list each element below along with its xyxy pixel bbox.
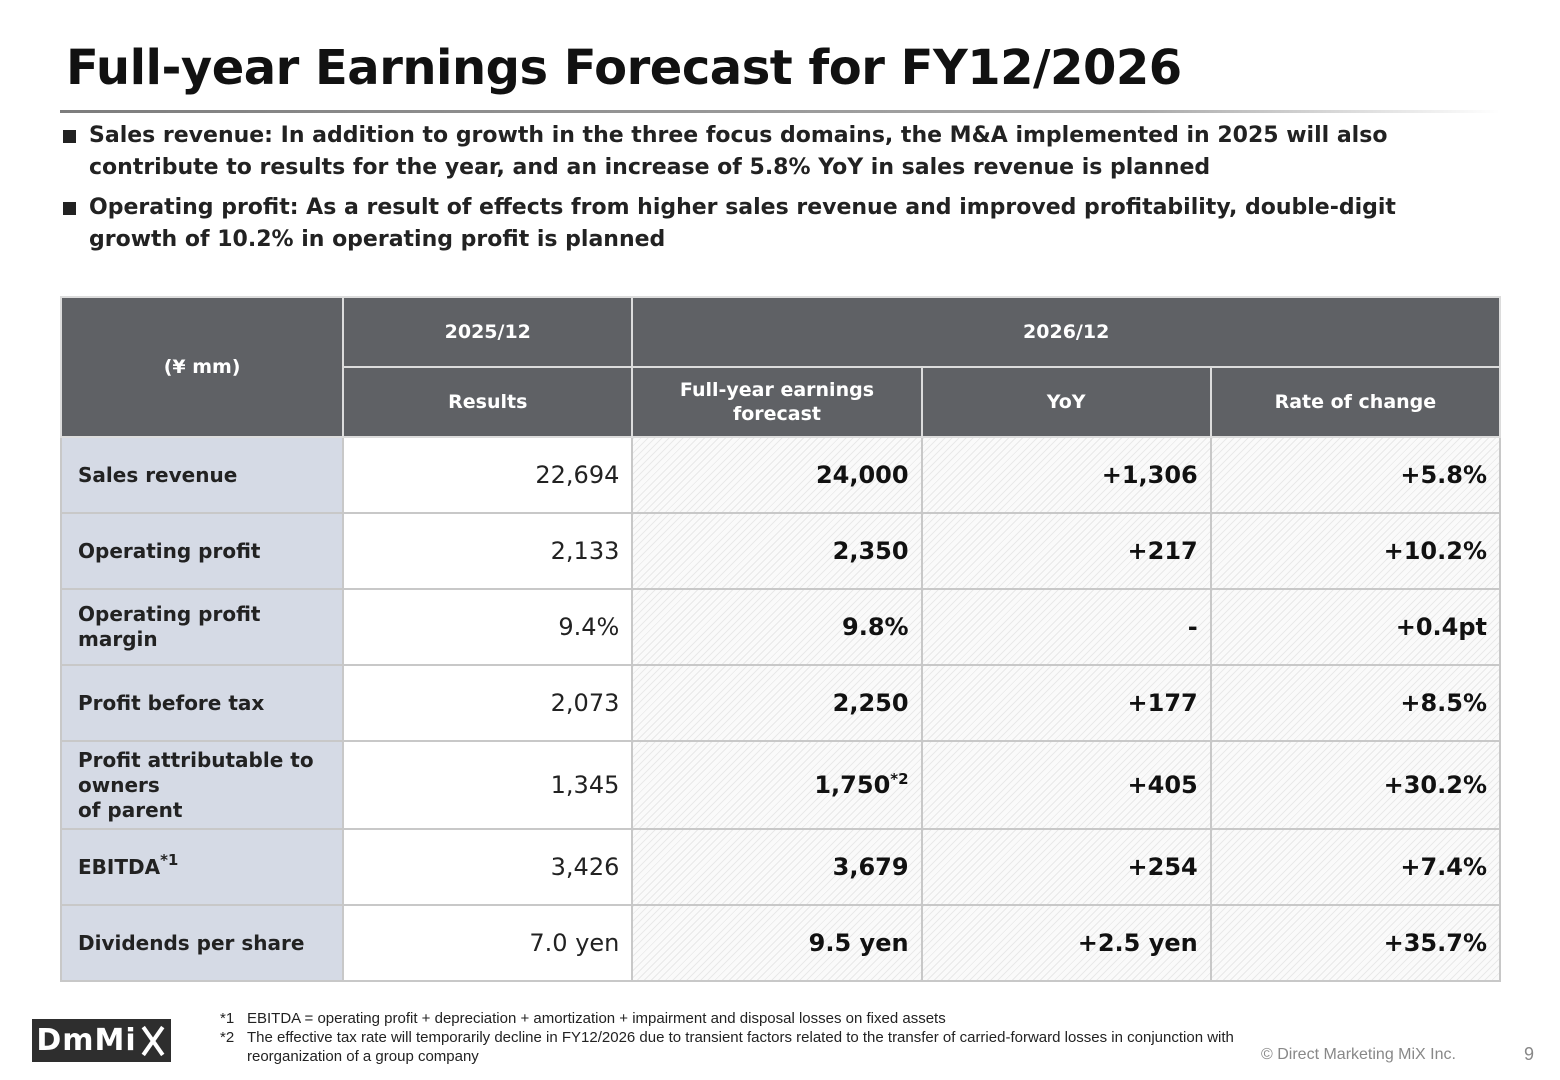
header-rate: Rate of change (1209, 366, 1502, 438)
cell-rate: +30.2% (1209, 740, 1502, 830)
row-label-line: owners (78, 772, 160, 797)
row-label-line: Profit attributable to (78, 747, 314, 772)
cell-rate: +5.8% (1209, 436, 1502, 514)
cell-rate: +7.4% (1209, 828, 1502, 906)
cell-forecast: 2,350 (631, 512, 923, 590)
cell-forecast: 24,000 (631, 436, 923, 514)
footnotes: *1 EBITDA = operating profit + depreciat… (220, 1009, 1234, 1066)
page-title: Full-year Earnings Forecast for FY12/202… (66, 40, 1182, 96)
header-2025-12: 2025/12 (342, 296, 634, 368)
bullet-operating-profit: Operating profit: As a result of effects… (60, 192, 1480, 256)
cell-rate: +0.4pt (1209, 588, 1502, 666)
footnote-marker: *2 (890, 770, 909, 788)
bullet-line: growth of 10.2% in operating profit is p… (89, 227, 666, 252)
row-label: Operating profit margin (59, 588, 345, 666)
cell-results: 2,073 (342, 664, 634, 742)
cell-rate: +35.7% (1209, 904, 1502, 982)
cell-forecast: 3,679 (631, 828, 923, 906)
header-yoy: YoY (920, 366, 1212, 438)
header-2026-12: 2026/12 (631, 296, 1501, 368)
cell-results: 1,345 (342, 740, 634, 830)
header-results: Results (342, 366, 634, 438)
bullet-line: Sales revenue: In addition to growth in … (89, 123, 1388, 148)
logo-text: DmMi (36, 1023, 137, 1058)
table-row: Profit attributable to owners of parent 1,… (59, 740, 1502, 830)
cell-yoy: - (920, 588, 1212, 666)
footnote-mark: *1 (220, 1010, 235, 1027)
cell-yoy: +2.5 yen (920, 904, 1212, 982)
table-row: Profit before tax 2,073 2,250 +177 +8.5% (59, 664, 1502, 742)
square-bullet-icon (63, 130, 76, 143)
row-label: Profit before tax (59, 664, 345, 742)
table-row: Sales revenue 22,694 24,000 +1,306 +5.8% (59, 436, 1502, 514)
row-label-text: EBITDA (78, 854, 161, 879)
table-row: EBITDA*1 3,426 3,679 +254 +7.4% (59, 828, 1502, 906)
cell-yoy: +217 (920, 512, 1212, 590)
cell-results: 22,694 (342, 436, 634, 514)
table-row: Operating profit 2,133 2,350 +217 +10.2% (59, 512, 1502, 590)
row-label: Dividends per share (59, 904, 345, 982)
cell-yoy: +254 (920, 828, 1212, 906)
footnote-1: *1 EBITDA = operating profit + depreciat… (220, 1009, 1234, 1028)
header-forecast: Full-year earnings forecast (631, 366, 923, 438)
row-label-line: margin (78, 627, 158, 651)
table-row: Dividends per share 7.0 yen 9.5 yen +2.5… (59, 904, 1502, 982)
cell-yoy: +177 (920, 664, 1212, 742)
row-label-line: of parent (78, 797, 183, 822)
bullet-sales-revenue: Sales revenue: In addition to growth in … (60, 120, 1480, 184)
footnote-text: The effective tax rate will temporarily … (247, 1029, 1234, 1046)
square-bullet-icon (63, 202, 76, 215)
company-logo: DmMi (32, 1019, 171, 1062)
logo-x-mark-icon (139, 1026, 167, 1056)
header-forecast-line: forecast (732, 403, 821, 425)
row-label-line: Operating profit (78, 602, 261, 626)
cell-rate: +10.2% (1209, 512, 1502, 590)
row-label: Profit attributable to owners of parent (59, 740, 345, 830)
earnings-forecast-table: (¥ mm) 2025/12 2026/12 Results Full-year… (59, 296, 1502, 982)
cell-forecast: 9.8% (631, 588, 923, 666)
cell-forecast: 2,250 (631, 664, 923, 742)
footnote-mark: *2 (220, 1029, 235, 1046)
cell-results: 7.0 yen (342, 904, 634, 982)
unit-header: (¥ mm) (59, 296, 345, 438)
cell-results: 3,426 (342, 828, 634, 906)
cell-results: 9.4% (342, 588, 634, 666)
row-label: Sales revenue (59, 436, 345, 514)
cell-forecast: 1,750*2 (631, 740, 923, 830)
row-label: Operating profit (59, 512, 345, 590)
cell-rate: +8.5% (1209, 664, 1502, 742)
cell-forecast: 9.5 yen (631, 904, 923, 982)
page-number: 9 (1524, 1044, 1535, 1064)
header-forecast-line: Full-year earnings (679, 379, 875, 401)
footnote-text: reorganization of a group company (247, 1048, 479, 1065)
cell-yoy: +405 (920, 740, 1212, 830)
title-divider (60, 110, 1500, 113)
table-row: Operating profit margin 9.4% 9.8% - +0.4p… (59, 588, 1502, 666)
footnote-2: *2 The effective tax rate will temporari… (220, 1028, 1234, 1066)
footnote-text: EBITDA = operating profit + depreciation… (247, 1010, 946, 1027)
footnote-marker: *1 (160, 850, 179, 869)
cell-forecast-value: 1,750 (814, 771, 891, 799)
bullet-line: Operating profit: As a result of effects… (89, 195, 1396, 220)
cell-yoy: +1,306 (920, 436, 1212, 514)
bullet-line: contribute to results for the year, and … (89, 155, 1211, 180)
summary-bullets: Sales revenue: In addition to growth in … (60, 120, 1480, 264)
row-label: EBITDA*1 (59, 828, 345, 906)
copyright-text: © Direct Marketing MiX Inc. (1261, 1046, 1456, 1063)
cell-results: 2,133 (342, 512, 634, 590)
